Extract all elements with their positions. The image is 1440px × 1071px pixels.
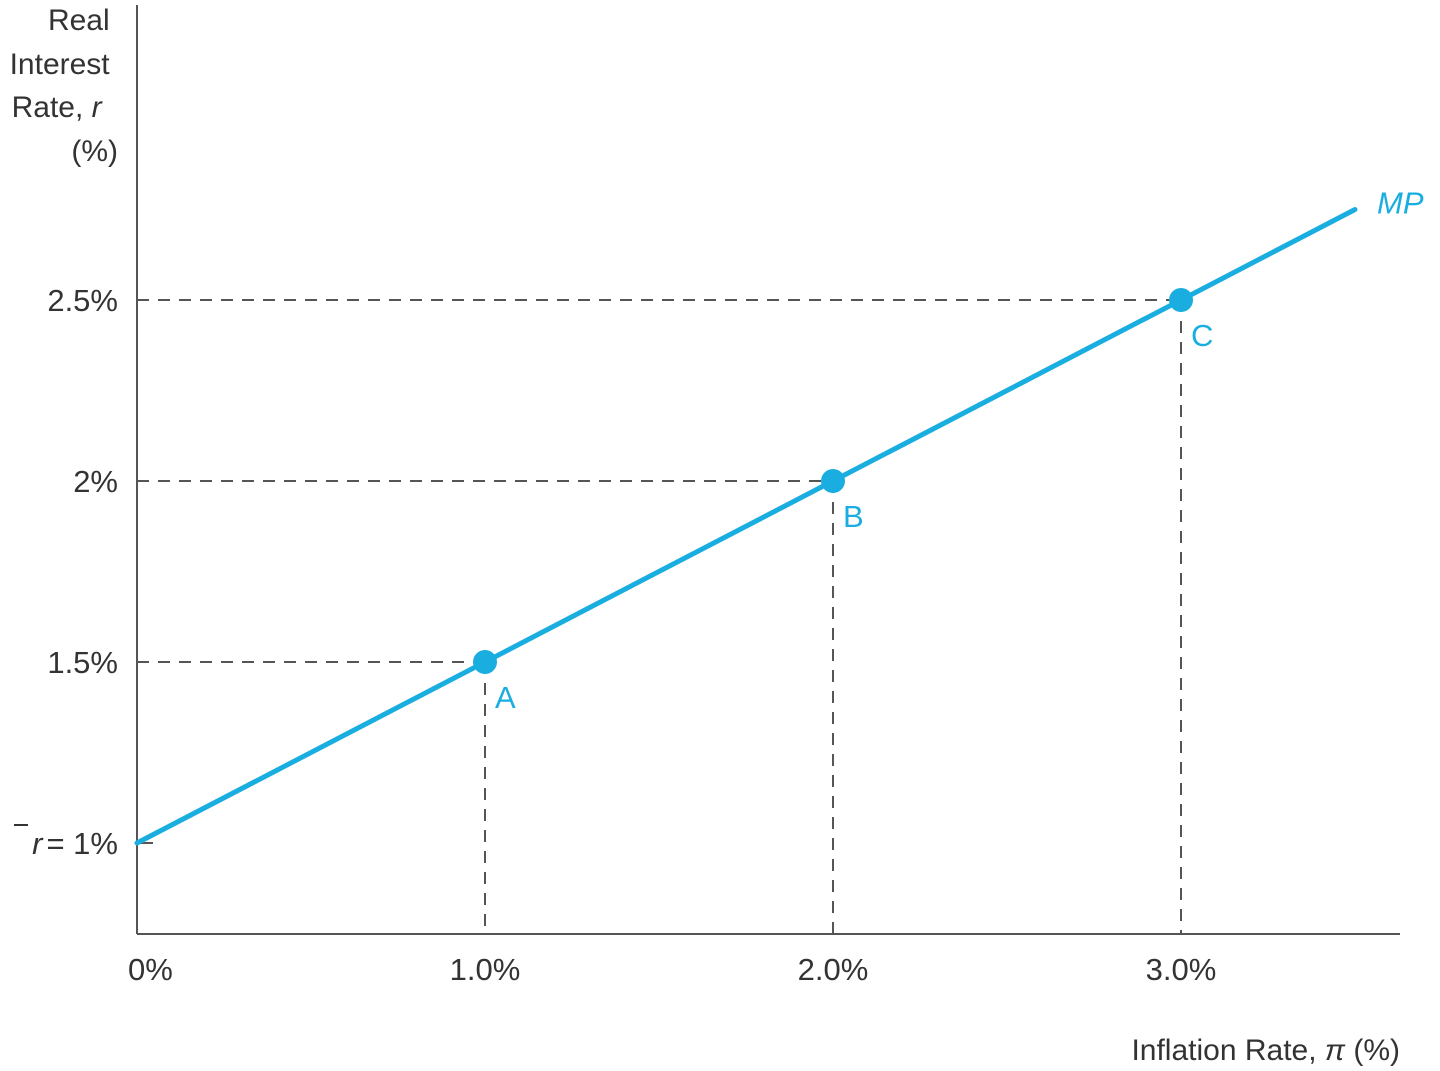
point-c-marker (1169, 288, 1193, 312)
y-tick-label-2: 2% (73, 464, 118, 499)
mp-series-label: MP (1377, 186, 1424, 221)
dashed-guides (137, 299, 1182, 934)
y-axis-title-line-2: Interest (10, 48, 111, 81)
point-c-label: C (1191, 318, 1213, 353)
y-tick-label-0: r = 1% (32, 826, 118, 861)
x-tick-label-3: 3.0% (1146, 952, 1217, 987)
x-tick-label-1: 1.0% (450, 952, 521, 987)
y-axis-title-line-4: (%) (71, 135, 118, 168)
data-points: A B C (473, 288, 1213, 715)
y-axis-title-line-3: Rate, (12, 91, 92, 124)
y-axis-title-symbol: r (92, 91, 103, 124)
x-tick-label-2: 2.0% (798, 952, 869, 987)
point-a-marker (473, 650, 497, 674)
y-tick-label-1: 1.5% (47, 645, 118, 680)
x-axis-title: Inflation Rate, π (%) (1131, 1034, 1400, 1067)
x-tick-labels: 0% 1.0% 2.0% 3.0% (128, 952, 1216, 987)
point-b-label: B (843, 499, 864, 534)
r-bar-value: = 1% (46, 826, 118, 861)
x-axis-title-text: Inflation Rate, (1131, 1034, 1324, 1067)
y-tick-label-3: 2.5% (47, 283, 118, 318)
y-axis-title: Real Interest Rate, r (%) (10, 4, 118, 168)
x-axis-title-unit: (%) (1345, 1034, 1400, 1067)
r-bar-symbol: r (32, 826, 44, 861)
x-axis-title-symbol: π (1325, 1034, 1346, 1067)
point-a-label: A (495, 680, 516, 715)
y-tick-labels: r = 1% 1.5% 2% 2.5% (14, 283, 153, 861)
mp-series-line (134, 207, 1358, 846)
y-axis-title-line-1: Real (48, 4, 110, 37)
point-b-marker (821, 469, 845, 493)
x-tick-label-0: 0% (128, 952, 173, 987)
